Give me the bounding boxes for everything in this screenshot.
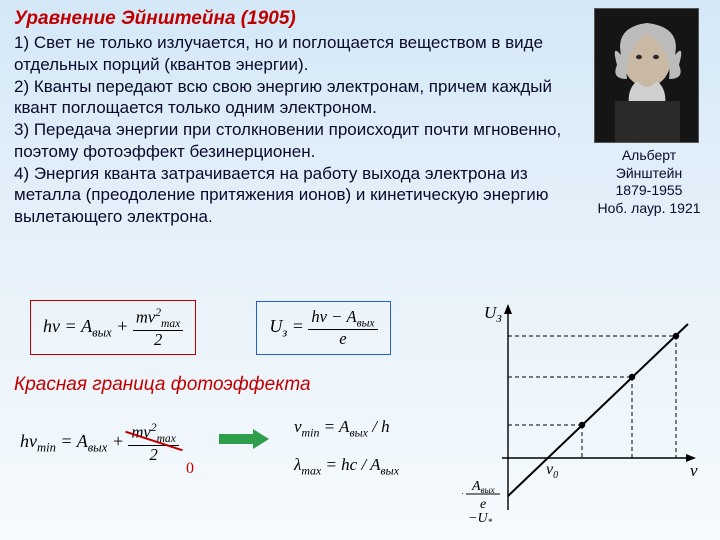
threshold-formulas-right: νmin = Aвых / h λmax = hc / Aвых [294,408,399,483]
paragraph-4: 4) Энергия кванта затрачивается на работ… [14,163,564,228]
red-limit-title: Красная граница фотоэффекта [14,374,311,396]
paragraph-2: 2) Кванты передают всю свою энергию элек… [14,76,564,120]
einstein-equation: hν = Aвых + mv2max2 [30,300,196,355]
stopping-voltage-equation: Uз = hν − Aвыхe [256,301,390,355]
svg-text:ν: ν [690,461,698,480]
f2-Asub: вых [357,316,375,329]
lf-min: min [37,440,56,454]
lf-Asub: вых [88,440,108,454]
f1-Asub: вых [92,325,112,339]
f1-plus: + [112,316,133,336]
zero-annotation: 0 [186,460,194,478]
svg-text:UЗ: UЗ [484,303,502,325]
svg-text:−U*: −U* [468,511,493,524]
caption-name: Альберт Эйнштейн [616,147,682,181]
portrait-block: Альберт Эйнштейн 1879-1955 Ноб. лаур. 19… [594,8,704,217]
caption-years: 1879-1955 [616,182,683,198]
portrait-caption: Альберт Эйнштейн 1879-1955 Ноб. лаур. 19… [594,147,704,217]
svg-text:e: e [480,497,486,512]
paragraph-3: 3) Передача энергии при столкновении про… [14,119,564,163]
lf-plus: + [107,431,128,451]
f1-vsub: max [161,317,180,330]
f1-lhs: hν [43,316,60,336]
lambda-max-formula: λmax = hc / Aвых [294,446,399,484]
svg-text:−: − [462,487,464,502]
f2-eq: = [287,316,308,336]
slide-title: Уравнение Эйнштейна (1905) [14,8,564,30]
einstein-portrait [594,8,699,143]
cancelled-term: mv2max2 [128,422,178,463]
caption-prize: Ноб. лаур. 1921 [597,200,700,216]
f1-eq: = [60,316,81,336]
bottom-formula-block: hνmin = Aвых + mv2max2 0 νmin = Aвых / h… [14,408,454,508]
threshold-formula-left: hνmin = Aвых + mv2max2 [20,422,179,463]
f1-m: m [136,308,148,327]
nu-min-formula: νmin = Aвых / h [294,408,399,446]
arrow-right-icon [219,430,269,448]
f2-num: hν − A [311,307,356,326]
svg-text:ν0: ν0 [546,461,558,481]
f2-U: U [269,316,282,336]
f1-A: A [81,316,92,336]
uz-vs-nu-chart: UЗ ν ν0 Aвых e −−U* [462,300,702,524]
svg-text:Aвых: Aвых [471,479,495,495]
f1-den: 2 [133,331,183,348]
lf-eq: = A [56,431,88,451]
paragraph-1: 1) Свет не только излучается, но и погло… [14,32,564,76]
f2-den: e [308,330,377,347]
lf-lhs: hν [20,431,37,451]
